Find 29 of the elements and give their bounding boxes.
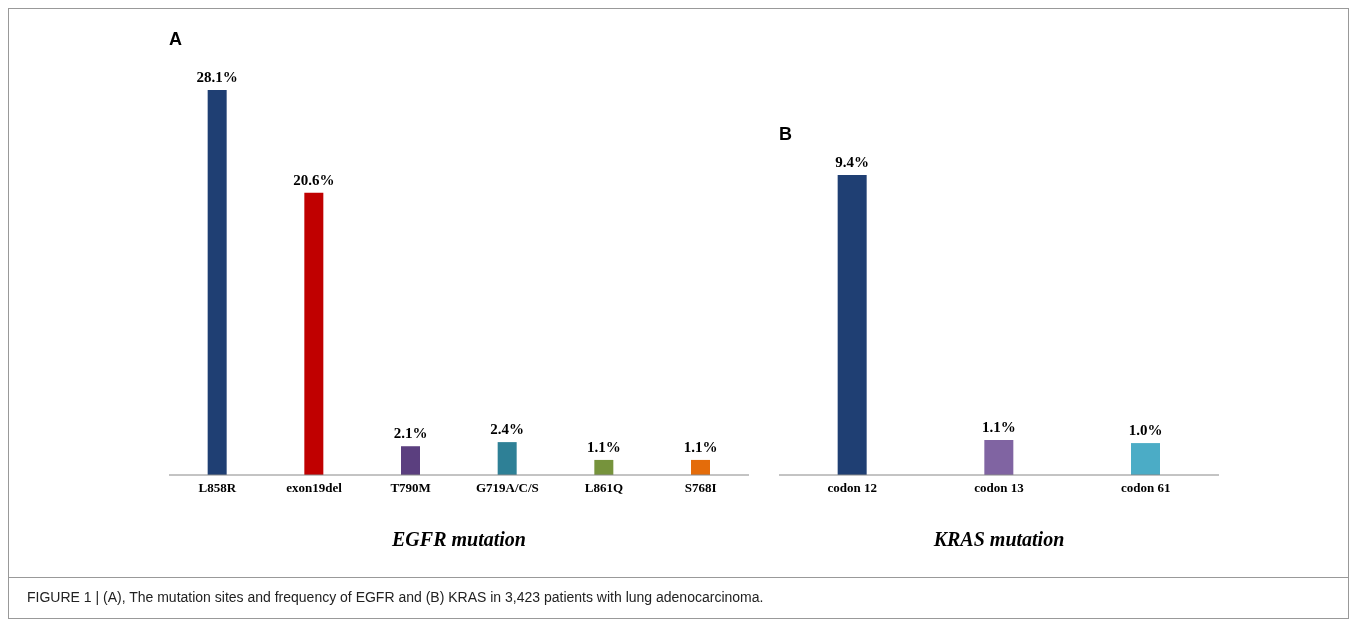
x-tick-label: codon 12 [827, 480, 878, 496]
caption: FIGURE 1 | (A), The mutation sites and frequency of EGFR and (B) KRAS in 3,423 patients with lung adenocarcinoma. [27, 589, 764, 605]
x-tick-label: T790M [390, 480, 431, 496]
data-label: 1.1% [981, 418, 1016, 435]
data-label: 1.1% [683, 438, 718, 455]
data-label: 2.1% [393, 425, 428, 442]
x-tick-label: exon19del [286, 480, 343, 496]
data-label: 2.4% [490, 421, 525, 438]
bar [304, 192, 324, 475]
x-tick-label: G719A/C/S [475, 480, 539, 496]
data-label: 20.6% [293, 171, 335, 188]
x-tick-label: codon 61 [1120, 480, 1171, 496]
x-axis-title: KRAS mutation [932, 528, 1066, 551]
bar [207, 90, 227, 475]
bar [691, 459, 710, 475]
x-tick-label: codon 13 [974, 480, 1025, 496]
chart-title: B [779, 124, 793, 145]
data-label: 1.0% [1128, 422, 1163, 439]
chart-title: A [169, 29, 183, 50]
data-label: 1.1% [586, 438, 621, 455]
bar [594, 459, 614, 475]
x-axis-title: EGFR mutation [391, 528, 527, 551]
data-label: 9.4% [835, 154, 870, 170]
x-tick-label: L858R [198, 480, 237, 496]
x-tick-label: L861Q [584, 480, 624, 496]
bar [401, 446, 420, 475]
data-label: 28.1% [196, 69, 238, 85]
bar [497, 442, 517, 475]
x-tick-label: S768I [684, 480, 717, 496]
